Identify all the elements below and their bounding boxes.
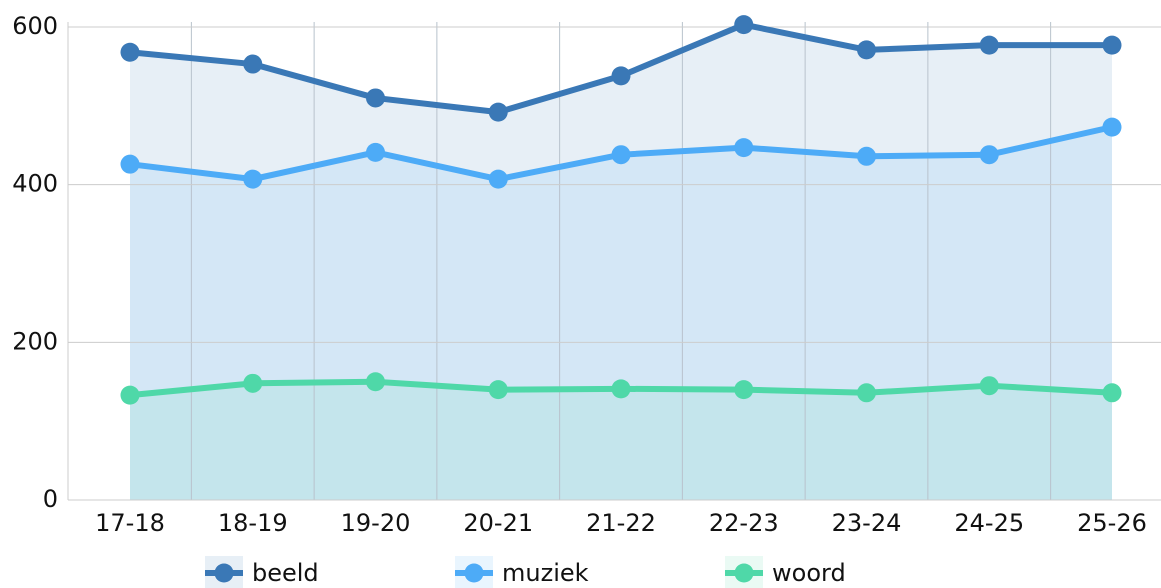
x-tick-label: 25-26 xyxy=(1077,509,1147,537)
x-tick-label: 22-23 xyxy=(709,509,779,537)
point xyxy=(857,146,876,166)
point xyxy=(979,145,999,165)
point xyxy=(734,138,754,158)
point xyxy=(120,154,140,174)
y-tick-label: 600 xyxy=(12,12,58,40)
area xyxy=(130,127,1112,500)
point xyxy=(366,142,385,162)
point xyxy=(979,35,999,55)
point xyxy=(857,40,876,60)
point xyxy=(366,372,385,392)
x-tick-label: 18-19 xyxy=(218,509,288,537)
point xyxy=(243,169,263,189)
point xyxy=(611,66,631,86)
point xyxy=(734,15,754,35)
point xyxy=(120,42,140,62)
point xyxy=(243,373,263,393)
legend-label: woord xyxy=(772,559,846,587)
point xyxy=(488,102,508,122)
point xyxy=(120,385,140,405)
point xyxy=(1102,35,1122,55)
legend-label: muziek xyxy=(502,559,589,587)
y-tick-label: 200 xyxy=(12,327,58,355)
legend-marker xyxy=(214,563,234,583)
point xyxy=(979,376,999,396)
x-tick-label: 24-25 xyxy=(954,509,1024,537)
point xyxy=(488,169,508,189)
point xyxy=(857,383,876,403)
x-tick-label: 23-24 xyxy=(832,509,902,537)
point xyxy=(734,380,754,400)
legend-label: beeld xyxy=(252,559,319,587)
x-tick-label: 21-22 xyxy=(586,509,656,537)
legend-marker xyxy=(734,563,754,583)
point xyxy=(1102,383,1122,403)
point xyxy=(243,54,263,74)
point xyxy=(1102,117,1122,137)
legend-marker xyxy=(464,563,484,583)
area xyxy=(130,381,1112,500)
point xyxy=(366,88,385,108)
point xyxy=(611,379,631,399)
x-tick-label: 20-21 xyxy=(463,509,533,537)
point xyxy=(488,380,508,400)
point xyxy=(611,145,631,165)
x-tick-label: 19-20 xyxy=(341,509,411,537)
x-tick-label: 17-18 xyxy=(95,509,165,537)
y-tick-label: 400 xyxy=(12,170,58,198)
y-tick-label: 0 xyxy=(43,485,58,513)
